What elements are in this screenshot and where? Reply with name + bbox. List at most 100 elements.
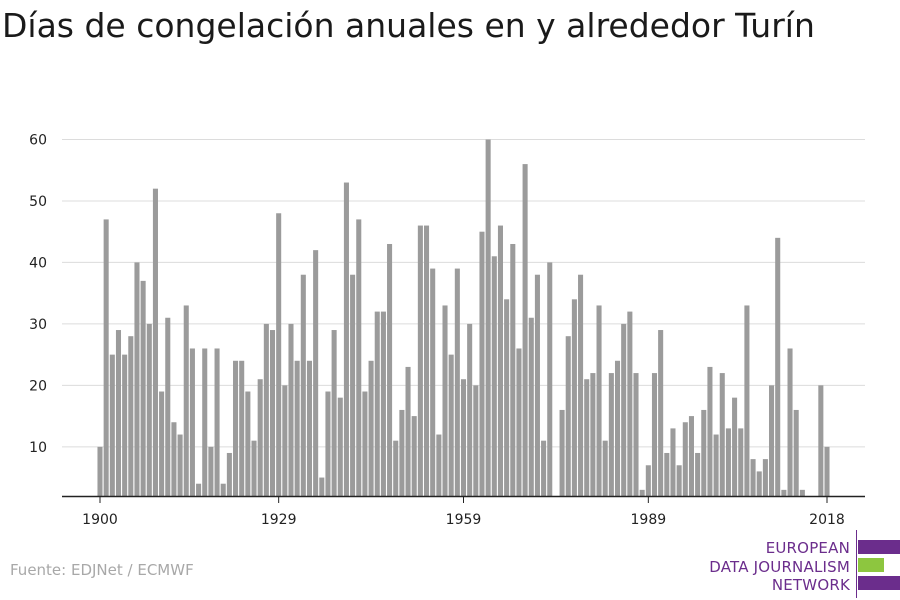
bar (547, 262, 553, 496)
logo-line-3: NETWORK (771, 576, 850, 594)
bar (245, 391, 251, 496)
bar (633, 373, 639, 496)
bar (651, 373, 658, 496)
bar (269, 330, 276, 496)
bar (350, 274, 356, 496)
bar (115, 330, 122, 496)
bar (122, 354, 128, 496)
bar (744, 305, 750, 496)
bar (467, 323, 473, 496)
bar (559, 409, 565, 496)
logo-bar-3 (858, 576, 900, 590)
bar (750, 459, 756, 496)
bar (140, 280, 146, 496)
bar (688, 416, 694, 496)
logo-bar-1 (858, 540, 900, 554)
bar (621, 323, 627, 496)
bar (824, 446, 830, 496)
bar (571, 299, 577, 496)
bar (374, 311, 380, 496)
bar (294, 360, 300, 496)
bar (762, 459, 768, 496)
bar (282, 385, 288, 496)
bar (485, 139, 491, 496)
x-tick-label: 2018 (809, 512, 845, 528)
bar (331, 330, 337, 496)
x-tick-label: 1900 (82, 512, 118, 528)
bar (473, 385, 479, 496)
bar (183, 305, 189, 496)
y-tick-label: 10 (29, 440, 47, 456)
bar (781, 489, 787, 496)
bar (701, 409, 707, 496)
bar (676, 465, 682, 496)
bar (645, 465, 651, 496)
x-axis-ticks: 1900 1929 1959 1989 2018 (82, 497, 845, 528)
bar (306, 360, 312, 496)
bar (504, 299, 510, 496)
bar (393, 440, 399, 496)
bar (602, 440, 608, 496)
bar (578, 274, 584, 496)
edjnet-logo: EUROPEAN DATA JOURNALISM NETWORK (700, 530, 900, 600)
bar (479, 231, 485, 496)
bar (177, 434, 183, 496)
bar (313, 250, 319, 496)
bar (510, 243, 516, 496)
bar (411, 416, 417, 496)
y-axis-ticks: 10 20 30 40 50 60 (29, 133, 47, 456)
bar (528, 317, 534, 496)
bar (695, 452, 701, 496)
chart-title: Días de congelación anuales en y alreded… (2, 6, 815, 45)
logo-separator (856, 530, 857, 598)
bar (233, 360, 239, 496)
bar (584, 379, 590, 496)
bar (263, 323, 269, 496)
bar (614, 360, 621, 496)
y-tick-label: 30 (29, 317, 47, 333)
bar (128, 336, 134, 496)
bar (368, 360, 374, 496)
bar (522, 164, 528, 496)
bar (300, 274, 306, 496)
x-tick-label: 1989 (631, 512, 667, 528)
bar (565, 336, 571, 496)
bar (608, 373, 614, 496)
logo-line-1: EUROPEAN (765, 539, 850, 557)
logo-line-2: DATA JOURNALISM (709, 558, 850, 576)
bar (189, 348, 195, 496)
bar (220, 483, 226, 496)
bar (664, 452, 670, 496)
bar (627, 311, 633, 496)
bar (417, 225, 423, 497)
bar (202, 348, 208, 496)
bar (818, 385, 824, 496)
bar (442, 305, 448, 496)
bar (799, 489, 805, 496)
bar (707, 366, 713, 496)
bar (214, 348, 220, 496)
y-tick-label: 20 (29, 378, 47, 394)
bar (196, 483, 202, 496)
bar (356, 219, 362, 496)
y-tick-label: 50 (29, 194, 47, 210)
bar (362, 391, 368, 496)
bar (460, 379, 467, 496)
x-tick-label: 1959 (446, 512, 482, 528)
bar (497, 225, 503, 497)
bar (405, 366, 411, 496)
bar (491, 256, 497, 496)
bar (380, 311, 386, 496)
bar (448, 354, 454, 496)
bar (787, 348, 793, 496)
bar (738, 428, 744, 496)
bar (756, 471, 762, 496)
bar (109, 354, 115, 496)
bar (239, 360, 245, 496)
bar (134, 262, 140, 496)
bar (541, 440, 547, 496)
bar (719, 373, 725, 496)
y-tick-label: 60 (29, 133, 47, 149)
x-tick-label: 1929 (261, 512, 297, 528)
bar (251, 440, 257, 496)
